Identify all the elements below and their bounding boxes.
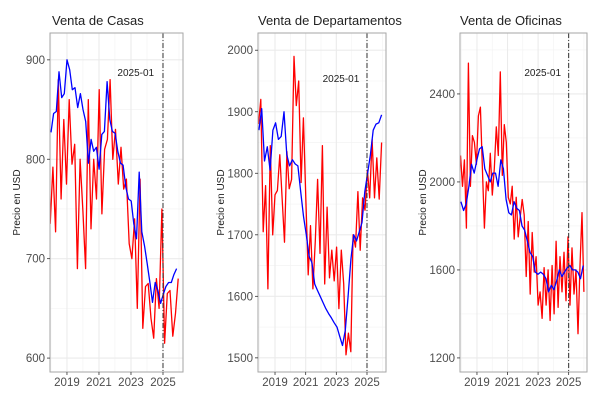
- series-line-red: [50, 79, 179, 344]
- annotation-label: 2025-01: [524, 68, 561, 79]
- y-tick-label: 1200: [429, 353, 455, 365]
- annotation-label: 2025-01: [117, 68, 154, 79]
- y-axis-label: Precio en USD: [216, 169, 227, 235]
- panel-title: Venta de Oficinas: [460, 13, 562, 28]
- y-tick-label: 2000: [429, 177, 455, 189]
- panel-border: [49, 32, 184, 373]
- x-tick-label: 2021: [86, 377, 112, 389]
- y-tick-label: 900: [26, 55, 45, 67]
- panel-border: [459, 32, 588, 373]
- y-tick-label: 700: [26, 254, 45, 266]
- panel-title: Venta de Casas: [52, 13, 144, 28]
- x-tick-label: 2021: [495, 377, 521, 389]
- x-tick-label: 2023: [525, 377, 551, 389]
- y-axis-label: Precio en USD: [418, 169, 429, 235]
- x-tick-label: 2019: [262, 377, 288, 389]
- annotation-label: 2025-01: [323, 74, 360, 85]
- series-line-blue: [460, 146, 584, 293]
- series-line-blue: [258, 108, 383, 347]
- y-tick-label: 800: [26, 154, 45, 166]
- y-tick-label: 1500: [227, 353, 253, 365]
- panel-border: [257, 32, 387, 373]
- y-tick-label: 1800: [227, 168, 253, 180]
- y-tick-label: 600: [26, 353, 45, 365]
- x-tick-label: 2019: [464, 377, 490, 389]
- y-tick-label: 2000: [227, 45, 253, 57]
- x-tick-label: 2021: [293, 377, 319, 389]
- y-tick-label: 1600: [429, 265, 455, 277]
- y-axis-label: Precio en USD: [12, 169, 23, 235]
- panel-2: 2025-01 1200 1600 2000 2400 2019 2021 2023 2025 V…: [418, 13, 588, 389]
- x-tick-label: 2023: [324, 377, 350, 389]
- x-tick-label: 2025: [556, 377, 582, 389]
- series-line-blue: [50, 59, 178, 305]
- x-tick-label: 2025: [150, 377, 176, 389]
- series-line-red: [460, 62, 585, 335]
- panel-1: 2025-01 1500 1600 1700 1800 1900 2000 2019 2021 2…: [216, 13, 402, 389]
- y-tick-label: 1900: [227, 107, 253, 119]
- panel-title: Venta de Departamentos: [258, 13, 402, 28]
- y-tick-label: 2400: [429, 89, 455, 101]
- y-tick-label: 1600: [227, 291, 253, 303]
- panel-0: 2025-01 600 700 800 900 2019 2021 2023 2025 Venta…: [12, 13, 184, 389]
- x-tick-label: 2019: [54, 377, 80, 389]
- y-tick-label: 1700: [227, 230, 253, 242]
- series-line-red: [258, 55, 383, 356]
- x-tick-label: 2025: [354, 377, 380, 389]
- x-tick-label: 2023: [118, 377, 144, 389]
